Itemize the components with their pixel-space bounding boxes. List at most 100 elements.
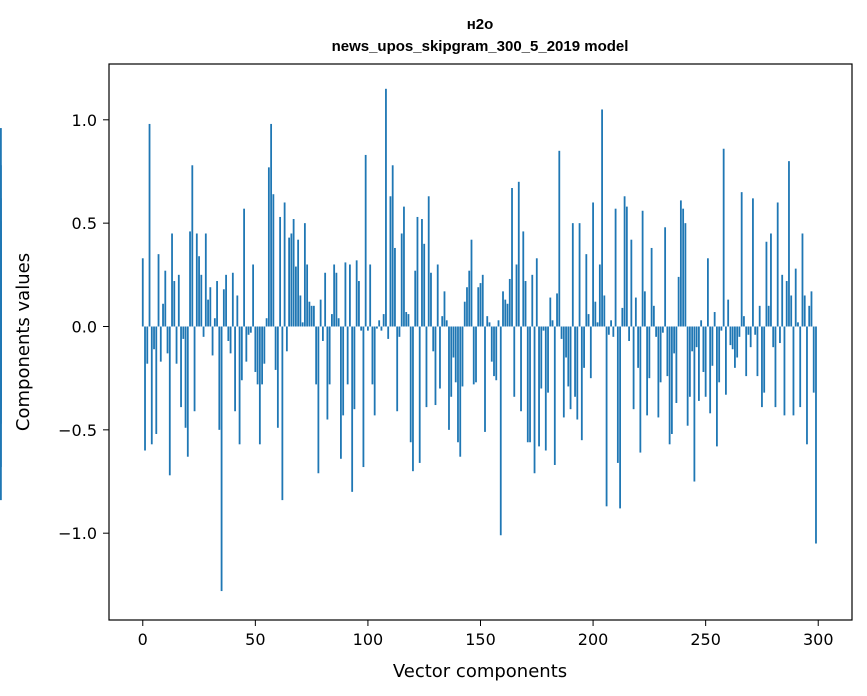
bars-group — [0, 88, 817, 592]
bar-31 — [211, 326, 214, 356]
bar-112 — [394, 247, 396, 327]
bar-114 — [398, 326, 401, 337]
bar-257 — [720, 326, 723, 331]
bar-260 — [727, 299, 730, 327]
bar-140 — [457, 326, 459, 443]
bar-196 — [583, 326, 585, 368]
bar-34 — [218, 326, 221, 430]
bar-159 — [499, 326, 502, 536]
bar-214 — [623, 196, 626, 327]
bar-131 — [436, 264, 439, 327]
bar-163 — [508, 278, 511, 327]
bar-71 — [301, 322, 304, 327]
bar-117 — [405, 312, 408, 327]
bar-164 — [511, 188, 513, 327]
bar-127 — [427, 196, 430, 327]
bar-187 — [562, 326, 565, 418]
bar-103 — [373, 326, 376, 416]
x-tick-label: 50 — [245, 630, 265, 649]
bar-193 — [576, 326, 579, 420]
bar-51 — [256, 326, 259, 385]
bar-213 — [621, 307, 624, 327]
bar-123 — [418, 326, 421, 463]
bar-9 — [162, 303, 164, 327]
bar-292 — [799, 326, 802, 408]
bar-294 — [803, 295, 806, 327]
bar-85 — [333, 264, 336, 327]
bar-211 — [616, 326, 619, 463]
bar-69 — [297, 239, 300, 327]
bar-194 — [578, 223, 581, 327]
bar-39 — [229, 326, 232, 354]
bar-231 — [661, 326, 664, 333]
x-tick-label: 250 — [690, 630, 721, 649]
bar-66 — [290, 233, 293, 327]
bar-295 — [806, 326, 808, 445]
bar-7 — [157, 254, 160, 327]
bar-38 — [227, 326, 230, 341]
bar-72 — [303, 223, 306, 327]
x-axis-label: Vector components — [393, 661, 567, 682]
bar-50 — [254, 326, 257, 372]
y-axis-label: Components values — [13, 253, 34, 431]
bar-undefined — [0, 326, 2, 337]
bar-186 — [560, 326, 563, 339]
bar-75 — [310, 305, 313, 327]
bar-293 — [801, 233, 804, 327]
bar-288 — [790, 295, 793, 327]
bar-253 — [711, 326, 714, 366]
bar-110 — [389, 196, 392, 327]
bar-158 — [497, 320, 500, 327]
bar-147 — [472, 326, 475, 385]
bar-14 — [173, 281, 176, 327]
bar-68 — [294, 266, 297, 327]
bar-11 — [166, 326, 169, 354]
bar-199 — [589, 326, 592, 379]
bar-86 — [335, 272, 338, 327]
bar-275 — [761, 326, 763, 408]
bar-74 — [308, 301, 311, 327]
bar-169 — [522, 231, 525, 327]
bar-76 — [312, 305, 315, 327]
bar-19 — [184, 326, 187, 428]
bar-245 — [693, 326, 696, 482]
bar-99 — [364, 154, 367, 327]
bar-40 — [231, 272, 234, 327]
bar-230 — [659, 326, 662, 383]
bar-93 — [351, 326, 354, 492]
bar-177 — [540, 326, 543, 389]
bar-184 — [556, 293, 558, 327]
bar-291 — [797, 322, 799, 327]
bar-222 — [641, 210, 644, 327]
bar-239 — [679, 200, 682, 327]
bar-102 — [371, 326, 374, 385]
bar-287 — [788, 161, 790, 327]
bar-100 — [367, 326, 369, 331]
bar-146 — [470, 239, 473, 327]
bar-98 — [362, 326, 365, 468]
bar-280 — [772, 326, 775, 348]
bar-233 — [666, 326, 669, 377]
bar-5 — [153, 326, 155, 350]
bar-36 — [222, 289, 225, 327]
bar-105 — [378, 320, 381, 327]
bar-12 — [168, 326, 171, 476]
bar-89 — [342, 326, 345, 416]
bar-82 — [326, 326, 329, 420]
bar-156 — [493, 326, 495, 377]
bar-45 — [243, 208, 245, 327]
bar-162 — [506, 303, 509, 327]
bar-61 — [279, 216, 282, 327]
bar-188 — [565, 326, 567, 358]
bar-268 — [745, 326, 748, 377]
bar-198 — [587, 314, 590, 327]
bar-73 — [306, 264, 309, 327]
x-axis-ticks: 0 50 100 150 200 250 300 — [138, 620, 834, 649]
bar-229 — [657, 326, 660, 418]
bar-290 — [794, 268, 797, 327]
bar-191 — [571, 223, 574, 327]
bar-178 — [542, 326, 545, 331]
bar-41 — [234, 326, 236, 412]
bar-227 — [652, 305, 655, 327]
bar-190 — [569, 326, 572, 410]
